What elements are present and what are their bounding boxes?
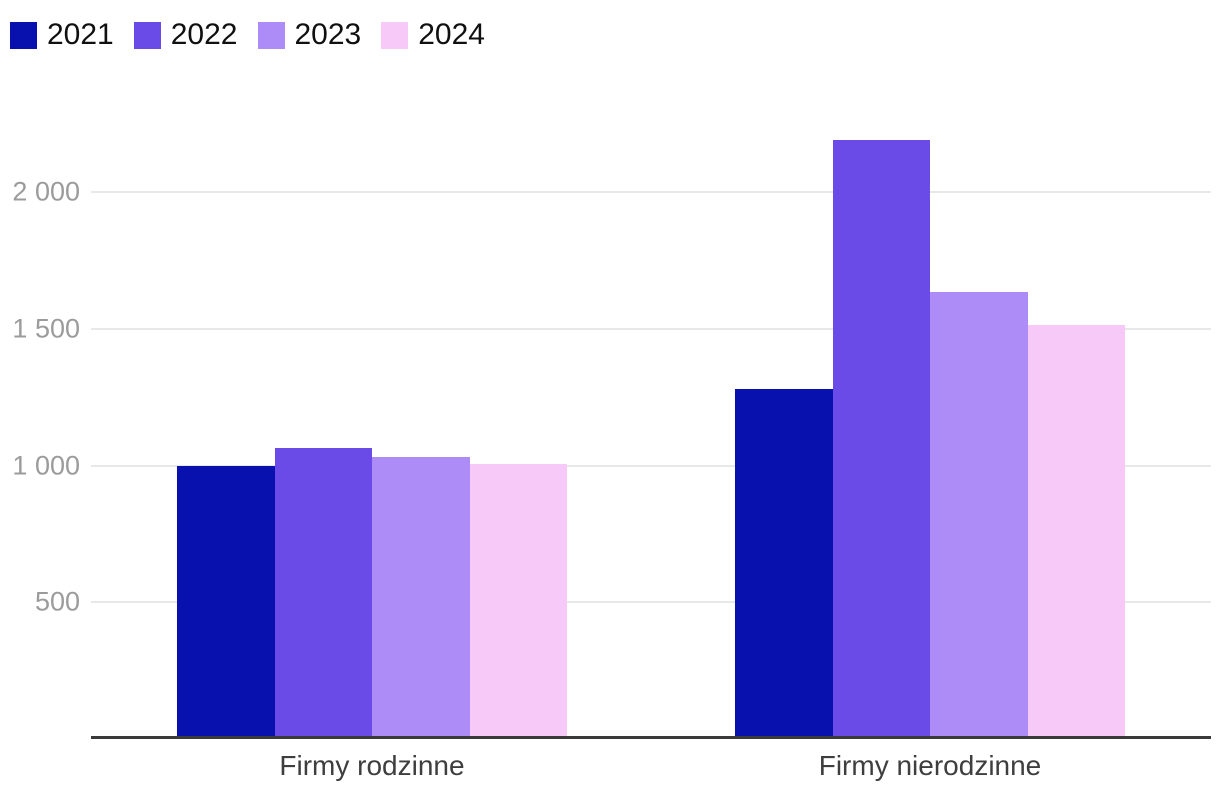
bar-2023-category-2[interactable] xyxy=(930,291,1028,739)
bar-2024-category-1[interactable] xyxy=(469,464,567,739)
x-category-label-1: Firmy rodzinne xyxy=(279,750,465,781)
y-tick-label-2000: 2 000 xyxy=(12,176,80,207)
legend-swatch-2023 xyxy=(257,21,285,49)
legend-item-2021[interactable]: 2021 xyxy=(10,20,114,50)
legend-swatch-2024 xyxy=(381,21,409,49)
y-tick-label-500: 500 xyxy=(34,586,80,617)
bar-2022-category-1[interactable] xyxy=(274,447,372,739)
legend-label: 2023 xyxy=(294,18,362,51)
y-tick-label-1000: 1 000 xyxy=(12,450,80,480)
bar-2022-category-2[interactable] xyxy=(832,140,930,739)
gridline-2000 xyxy=(91,191,1211,193)
legend-swatch-2021 xyxy=(10,21,37,49)
legend-item-2023[interactable]: 2023 xyxy=(257,18,362,51)
gridline-1500 xyxy=(91,327,1211,330)
legend-label: 2024 xyxy=(418,18,485,51)
x-axis-line xyxy=(91,736,1211,739)
legend-item-2022[interactable]: 2022 xyxy=(133,18,238,51)
legend-label: 2021 xyxy=(47,18,114,51)
legend: 2021 2022 2023 2024 xyxy=(10,20,485,50)
legend-label: 2022 xyxy=(170,18,238,51)
y-tick-label-1500: 1 500 xyxy=(12,313,80,344)
x-category-label-2: Firmy nierodzinne xyxy=(818,750,1042,781)
bar-2021-category-2[interactable] xyxy=(735,388,833,739)
bar-2023-category-1[interactable] xyxy=(372,457,470,739)
legend-swatch-2022 xyxy=(133,21,161,49)
legend-item-2024[interactable]: 2024 xyxy=(381,20,485,50)
gridline-1000 xyxy=(91,464,1211,467)
bar-2021-category-1[interactable] xyxy=(177,465,275,739)
bar-2024-category-2[interactable] xyxy=(1027,324,1125,739)
gridline-500 xyxy=(91,601,1211,604)
